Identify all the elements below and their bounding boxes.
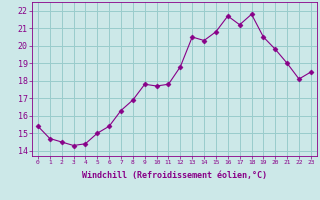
X-axis label: Windchill (Refroidissement éolien,°C): Windchill (Refroidissement éolien,°C) xyxy=(82,171,267,180)
